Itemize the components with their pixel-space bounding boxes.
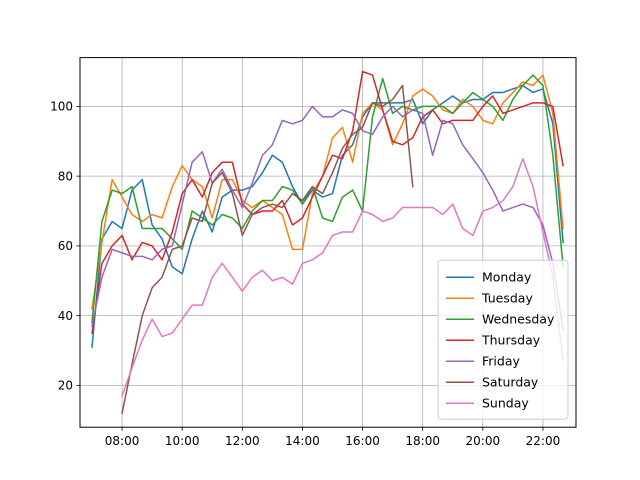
y-tick-label: 100 [50,100,73,114]
legend-label-tuesday: Tuesday [481,291,533,306]
y-tick-label: 80 [58,169,73,183]
series-line-friday [91,105,564,331]
series-line-monday [91,84,564,348]
x-tick-label: 18:00 [405,434,440,448]
series-line-thursday [91,70,564,334]
axes-frame [79,57,577,428]
x-tick-label: 16:00 [345,434,380,448]
x-tick-label: 10:00 [165,434,200,448]
ticks-layer: 08:00 10:00 12:00 14:00 16:00 18:00 20:00 22:00… [50,100,560,448]
series-line-saturday [121,84,414,415]
legend-label-thursday: Thursday [481,333,541,348]
y-tick-label: 60 [58,239,73,253]
series-line-sunday [121,157,564,397]
legend-label-saturday: Saturday [482,375,539,390]
x-tick-label: 08:00 [105,434,140,448]
legend-label-sunday: Sunday [482,396,529,411]
series-layer [91,70,564,415]
y-tick-label: 20 [58,379,73,393]
legend-label-friday: Friday [482,354,520,369]
legend: Monday Tuesday Wednesday Thursday Friday Satu… [437,259,569,420]
legend-label-wednesday: Wednesday [482,312,555,327]
x-tick-label: 20:00 [466,434,501,448]
x-tick-label: 14:00 [285,434,320,448]
legend-box [437,259,569,420]
x-tick-label: 22:00 [526,434,561,448]
y-tick-label: 40 [58,309,73,323]
x-tick-label: 12:00 [225,434,260,448]
series-line-tuesday [91,74,564,310]
legend-label-monday: Monday [482,270,532,285]
